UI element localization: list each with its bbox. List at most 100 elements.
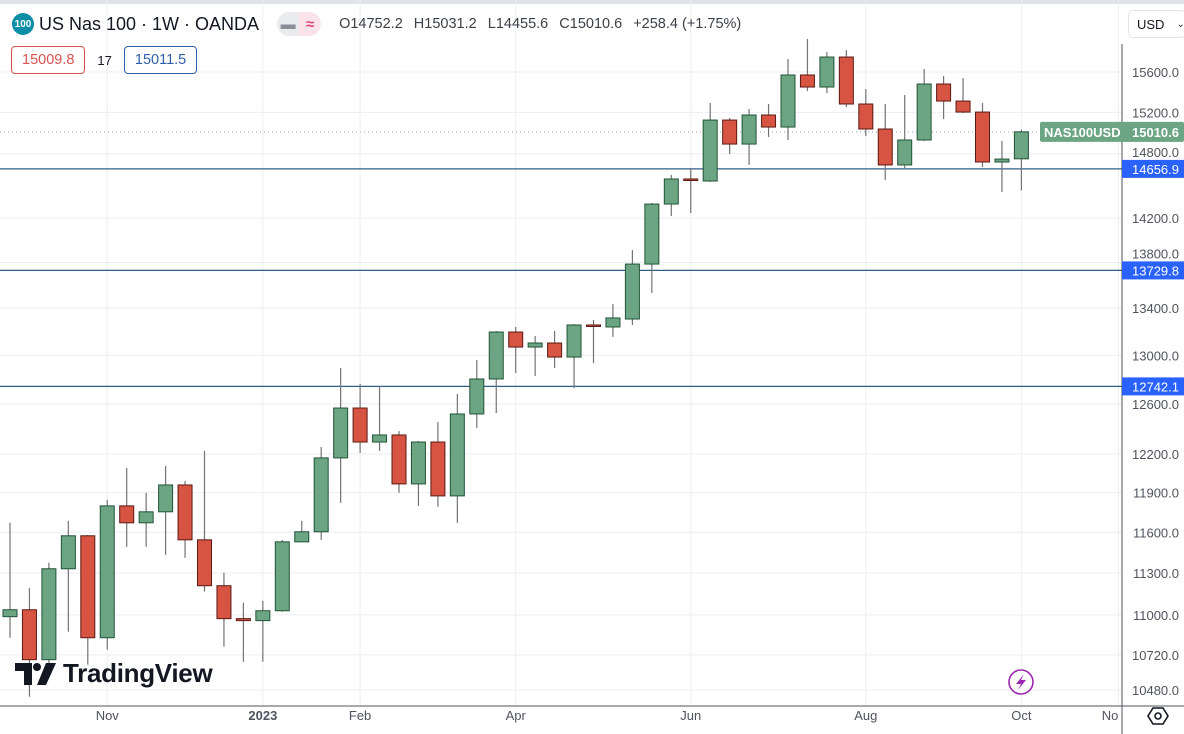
candle[interactable]: [255, 610, 271, 622]
candle[interactable]: [897, 139, 913, 166]
candle[interactable]: [138, 511, 154, 524]
legend-toggle-pill[interactable]: ▬ ≈: [277, 12, 322, 36]
price-tick-label: 12200.0: [1132, 447, 1179, 462]
candle[interactable]: [663, 178, 679, 205]
price-tick-label: 15200.0: [1132, 105, 1179, 120]
price-tick-label: 13000.0: [1132, 348, 1179, 363]
candle[interactable]: [780, 74, 796, 128]
candles: [2, 38, 1029, 697]
lightning-bolt-icon: [1016, 674, 1026, 690]
price-tag-value: 15010.6: [1132, 125, 1179, 140]
candle[interactable]: [702, 119, 718, 182]
candle[interactable]: [838, 56, 854, 105]
candle[interactable]: [722, 119, 738, 145]
candle[interactable]: [605, 317, 621, 328]
top-border: [0, 0, 1184, 4]
time-tick-label: Nov: [96, 708, 120, 723]
candle[interactable]: [955, 100, 971, 113]
candle[interactable]: [819, 56, 835, 88]
candle[interactable]: [410, 441, 426, 485]
candle[interactable]: [274, 541, 290, 612]
change-value: +258.4 (+1.75%): [633, 16, 742, 32]
candle[interactable]: [313, 457, 329, 533]
chevron-down-icon: ⌄: [1176, 18, 1184, 30]
symbol-title[interactable]: US Nas 100 · 1W · OANDA: [39, 13, 260, 34]
buy-button[interactable]: 15011.5: [123, 46, 198, 74]
time-tick-label: Jun: [680, 708, 701, 723]
price-tick-label: 10720.0: [1132, 648, 1179, 663]
tradingview-logo-icon: [15, 662, 56, 685]
candle[interactable]: [994, 158, 1010, 163]
time-tick-label: Feb: [349, 708, 371, 723]
candle[interactable]: [488, 331, 504, 380]
candle[interactable]: [799, 74, 815, 88]
time-tick-label: Aug: [854, 708, 877, 723]
candle[interactable]: [333, 407, 349, 459]
candle[interactable]: [372, 434, 388, 443]
price-tick-label: 11000.0: [1133, 608, 1179, 623]
candle[interactable]: [683, 178, 699, 181]
candle[interactable]: [916, 83, 932, 141]
candle[interactable]: [80, 535, 96, 639]
candle[interactable]: [936, 83, 952, 102]
price-tick-label: 14800.0: [1132, 145, 1179, 160]
candle[interactable]: [547, 342, 563, 358]
candle[interactable]: [235, 618, 251, 622]
legend-header: 100 US Nas 100 · 1W · OANDA ▬ ≈ O14752.2…: [12, 12, 748, 36]
candle[interactable]: [527, 342, 543, 348]
price-tick-label: 15600.0: [1132, 65, 1179, 80]
candle[interactable]: [60, 535, 76, 570]
settings-icon[interactable]: [1146, 704, 1170, 728]
price-tick-label: 11300.0: [1133, 566, 1179, 581]
candle[interactable]: [644, 203, 660, 265]
candle[interactable]: [21, 609, 37, 661]
candle[interactable]: [294, 531, 310, 543]
candle[interactable]: [430, 441, 446, 497]
price-tick-label: 11900.0: [1133, 486, 1179, 501]
candle[interactable]: [761, 114, 777, 128]
candle[interactable]: [41, 568, 57, 661]
price-axis: 15600.0 15200.0 14800.0 14200.0 13800.0 13400…: [0, 44, 1184, 734]
level-price-label: 14656.9: [1132, 162, 1179, 177]
low-label: L: [487, 16, 496, 32]
candle[interactable]: [391, 434, 407, 485]
time-axis: Nov 2023 Feb Apr Jun Aug Oct No: [96, 669, 1118, 723]
candle[interactable]: [877, 128, 893, 166]
candle[interactable]: [352, 407, 368, 443]
candle[interactable]: [469, 378, 485, 415]
candle[interactable]: [449, 413, 465, 497]
price-tag-symbol: NAS100USD: [1044, 125, 1121, 140]
spread-value: 17: [97, 52, 112, 68]
time-tick-label: Oct: [1011, 708, 1032, 723]
compare-wave-icon[interactable]: ≈: [299, 12, 322, 36]
tradingview-logo[interactable]: TradingView: [15, 658, 213, 689]
price-tick-label: 10480.0: [1132, 683, 1179, 698]
sell-button[interactable]: 15009.8: [11, 46, 86, 74]
low-value: 14455.6: [495, 16, 549, 32]
collapse-icon[interactable]: ▬: [277, 12, 300, 36]
symbol-badge[interactable]: 100: [12, 13, 34, 35]
candle[interactable]: [508, 331, 524, 348]
candle[interactable]: [624, 263, 640, 320]
candle[interactable]: [158, 484, 174, 513]
candle[interactable]: [858, 103, 874, 130]
tradingview-wordmark: TradingView: [63, 658, 213, 688]
price-tick-label: 11600.0: [1133, 525, 1179, 540]
candle[interactable]: [586, 324, 601, 327]
level-price-label-bg: [1122, 377, 1184, 396]
candle[interactable]: [566, 324, 582, 358]
close-label: C: [559, 16, 570, 32]
candle[interactable]: [177, 484, 193, 541]
candle[interactable]: [197, 539, 212, 587]
level-price-label-bg: [1122, 159, 1184, 178]
price-tag-bg: [1040, 121, 1184, 142]
candle[interactable]: [119, 505, 135, 524]
candle[interactable]: [216, 585, 232, 620]
candle[interactable]: [2, 609, 18, 618]
candle[interactable]: [99, 505, 115, 639]
currency-selector[interactable]: USD ⌄: [1128, 10, 1184, 38]
candle[interactable]: [975, 111, 990, 163]
candle[interactable]: [741, 114, 757, 145]
candle[interactable]: [1013, 131, 1029, 160]
